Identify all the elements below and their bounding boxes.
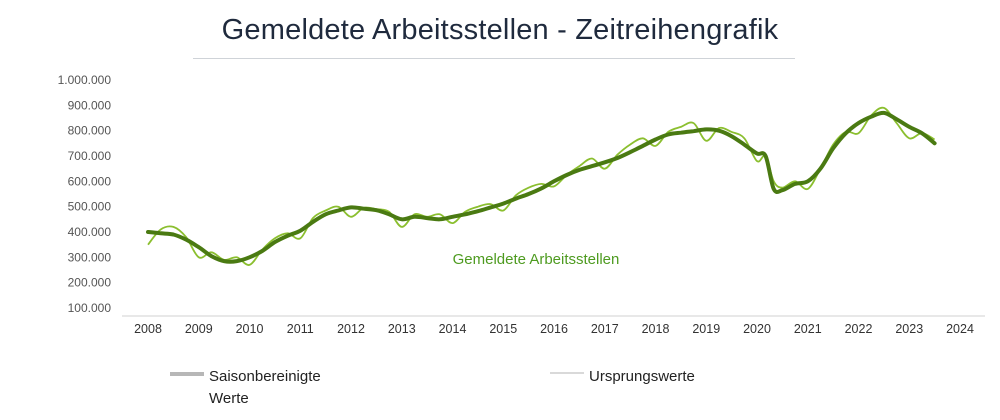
x-tick-label: 2019: [692, 322, 720, 336]
x-tick-label: 2011: [287, 322, 314, 336]
y-tick-label: 800.000: [68, 124, 112, 138]
x-tick-label: 2013: [388, 322, 416, 336]
x-tick-label: 2009: [185, 322, 213, 336]
x-tick-label: 2024: [946, 322, 974, 336]
x-tick-label: 2008: [134, 322, 162, 336]
legend-swatch-ursprungswerte: [550, 372, 584, 374]
x-tick-label: 2016: [540, 322, 568, 336]
y-tick-label: 1.000.000: [58, 73, 112, 87]
x-tick-label: 2012: [337, 322, 365, 336]
y-tick-label: 700.000: [68, 149, 112, 163]
y-tick-label: 100.000: [68, 301, 112, 315]
series-annotation: Gemeldete Arbeitsstellen: [453, 251, 620, 268]
y-tick-label: 200.000: [68, 276, 112, 290]
y-tick-label: 400.000: [68, 225, 112, 239]
legend-swatch-saisonbereinigte: [170, 372, 204, 376]
title-divider: [193, 58, 795, 59]
x-tick-label: 2015: [489, 322, 517, 336]
legend-label-saisonbereinigte: Saisonbereinigte Werte: [209, 368, 321, 407]
x-tick-label: 2014: [439, 322, 467, 336]
y-tick-label: 600.000: [68, 174, 112, 188]
x-tick-label: 2020: [743, 322, 771, 336]
chart-title: Gemeldete Arbeitsstellen - Zeitreihengra…: [221, 14, 779, 46]
y-tick-label: 300.000: [68, 250, 112, 264]
x-tick-label: 2018: [642, 322, 670, 336]
x-tick-label: 2017: [591, 322, 619, 336]
x-tick-label: 2010: [236, 322, 264, 336]
y-tick-label: 900.000: [68, 98, 112, 112]
y-tick-label: 500.000: [68, 200, 112, 214]
x-tick-label: 2022: [845, 322, 873, 336]
series-line-saisonbereinigte-werte: [146, 110, 937, 264]
x-tick-label: 2021: [794, 322, 822, 336]
legend-label-ursprungswerte: Ursprungswerte: [589, 368, 695, 385]
x-tick-label: 2023: [895, 322, 923, 336]
